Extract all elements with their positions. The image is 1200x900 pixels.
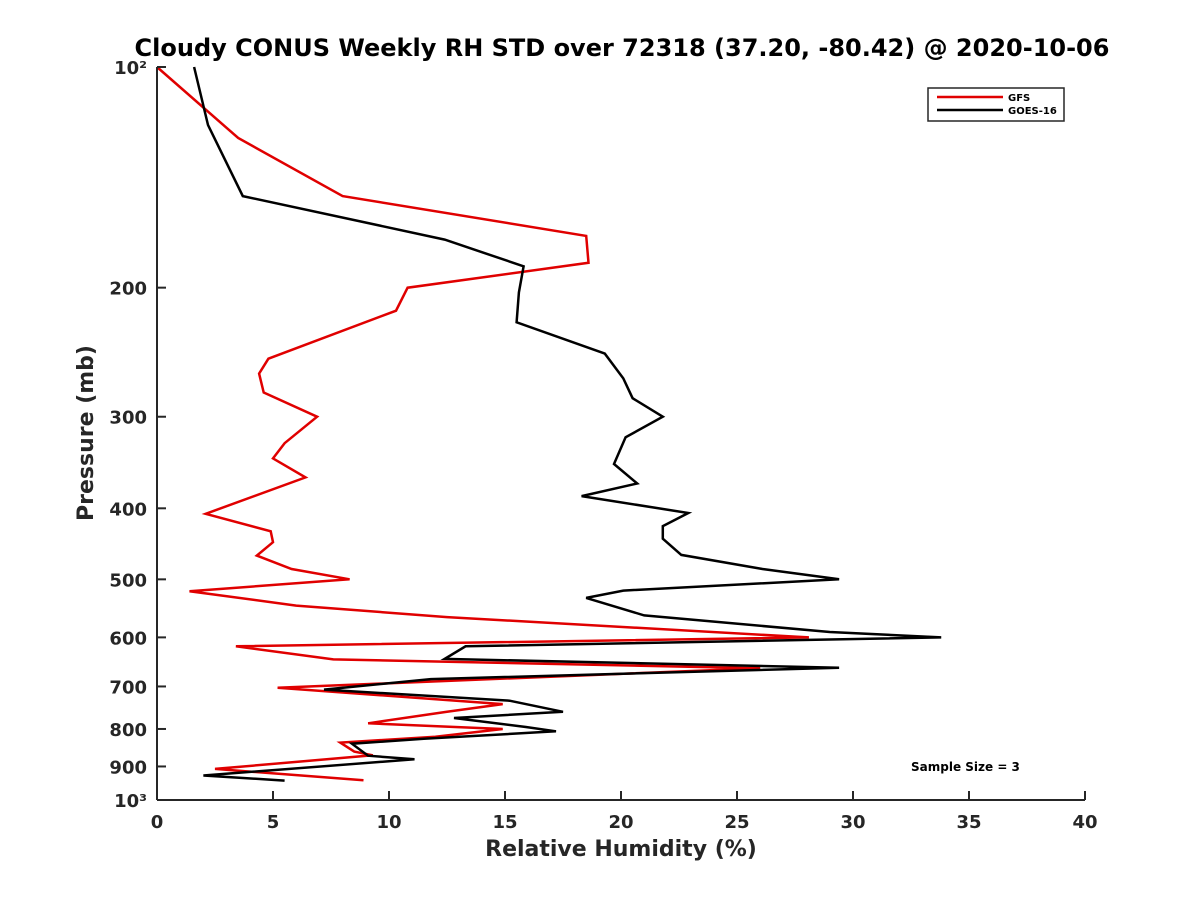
series-lines (156, 66, 942, 782)
plot-area: 0 5 10 15 20 25 30 35 40 10² 200 300 400 500 600 700 80… (109, 58, 1097, 833)
y-axis-ticks: 10² 200 300 400 500 600 700 800 900 10³ (109, 58, 166, 812)
x-tick-label: 35 (956, 812, 981, 833)
x-tick-label: 40 (1072, 812, 1097, 833)
x-tick-label: 10 (376, 812, 401, 833)
legend-label-gfs: GFS (1008, 93, 1030, 104)
legend-label-goes16: GOES-16 (1008, 106, 1057, 117)
y-tick-label: 10³ (114, 791, 147, 812)
legend: GFS GOES-16 (927, 87, 1065, 122)
series-line-gfs (156, 66, 809, 782)
y-tick-label: 500 (109, 570, 147, 591)
sample-size-annotation: Sample Size = 3 (911, 760, 1020, 774)
series-line-goes16 (192, 66, 942, 782)
x-tick-label: 30 (840, 812, 865, 833)
y-tick-label: 700 (109, 677, 147, 698)
y-tick-label: 600 (109, 628, 147, 649)
x-tick-label: 20 (608, 812, 633, 833)
x-tick-label: 0 (151, 812, 164, 833)
x-axis-ticks: 0 5 10 15 20 25 30 35 40 (151, 791, 1098, 833)
y-axis-label: Pressure (mb) (74, 345, 99, 521)
x-tick-label: 25 (724, 812, 749, 833)
x-axis-label: Relative Humidity (%) (485, 837, 757, 862)
x-tick-label: 15 (492, 812, 517, 833)
legend-box (927, 87, 1065, 122)
y-tick-label: 400 (109, 499, 147, 520)
y-tick-label: 900 (109, 757, 147, 778)
chart-title: Cloudy CONUS Weekly RH STD over 72318 (3… (135, 34, 1110, 62)
y-tick-label: 300 (109, 408, 147, 429)
y-tick-label: 10² (114, 58, 147, 79)
x-tick-label: 5 (267, 812, 280, 833)
y-tick-label: 800 (109, 720, 147, 741)
y-tick-label: 200 (109, 279, 147, 300)
